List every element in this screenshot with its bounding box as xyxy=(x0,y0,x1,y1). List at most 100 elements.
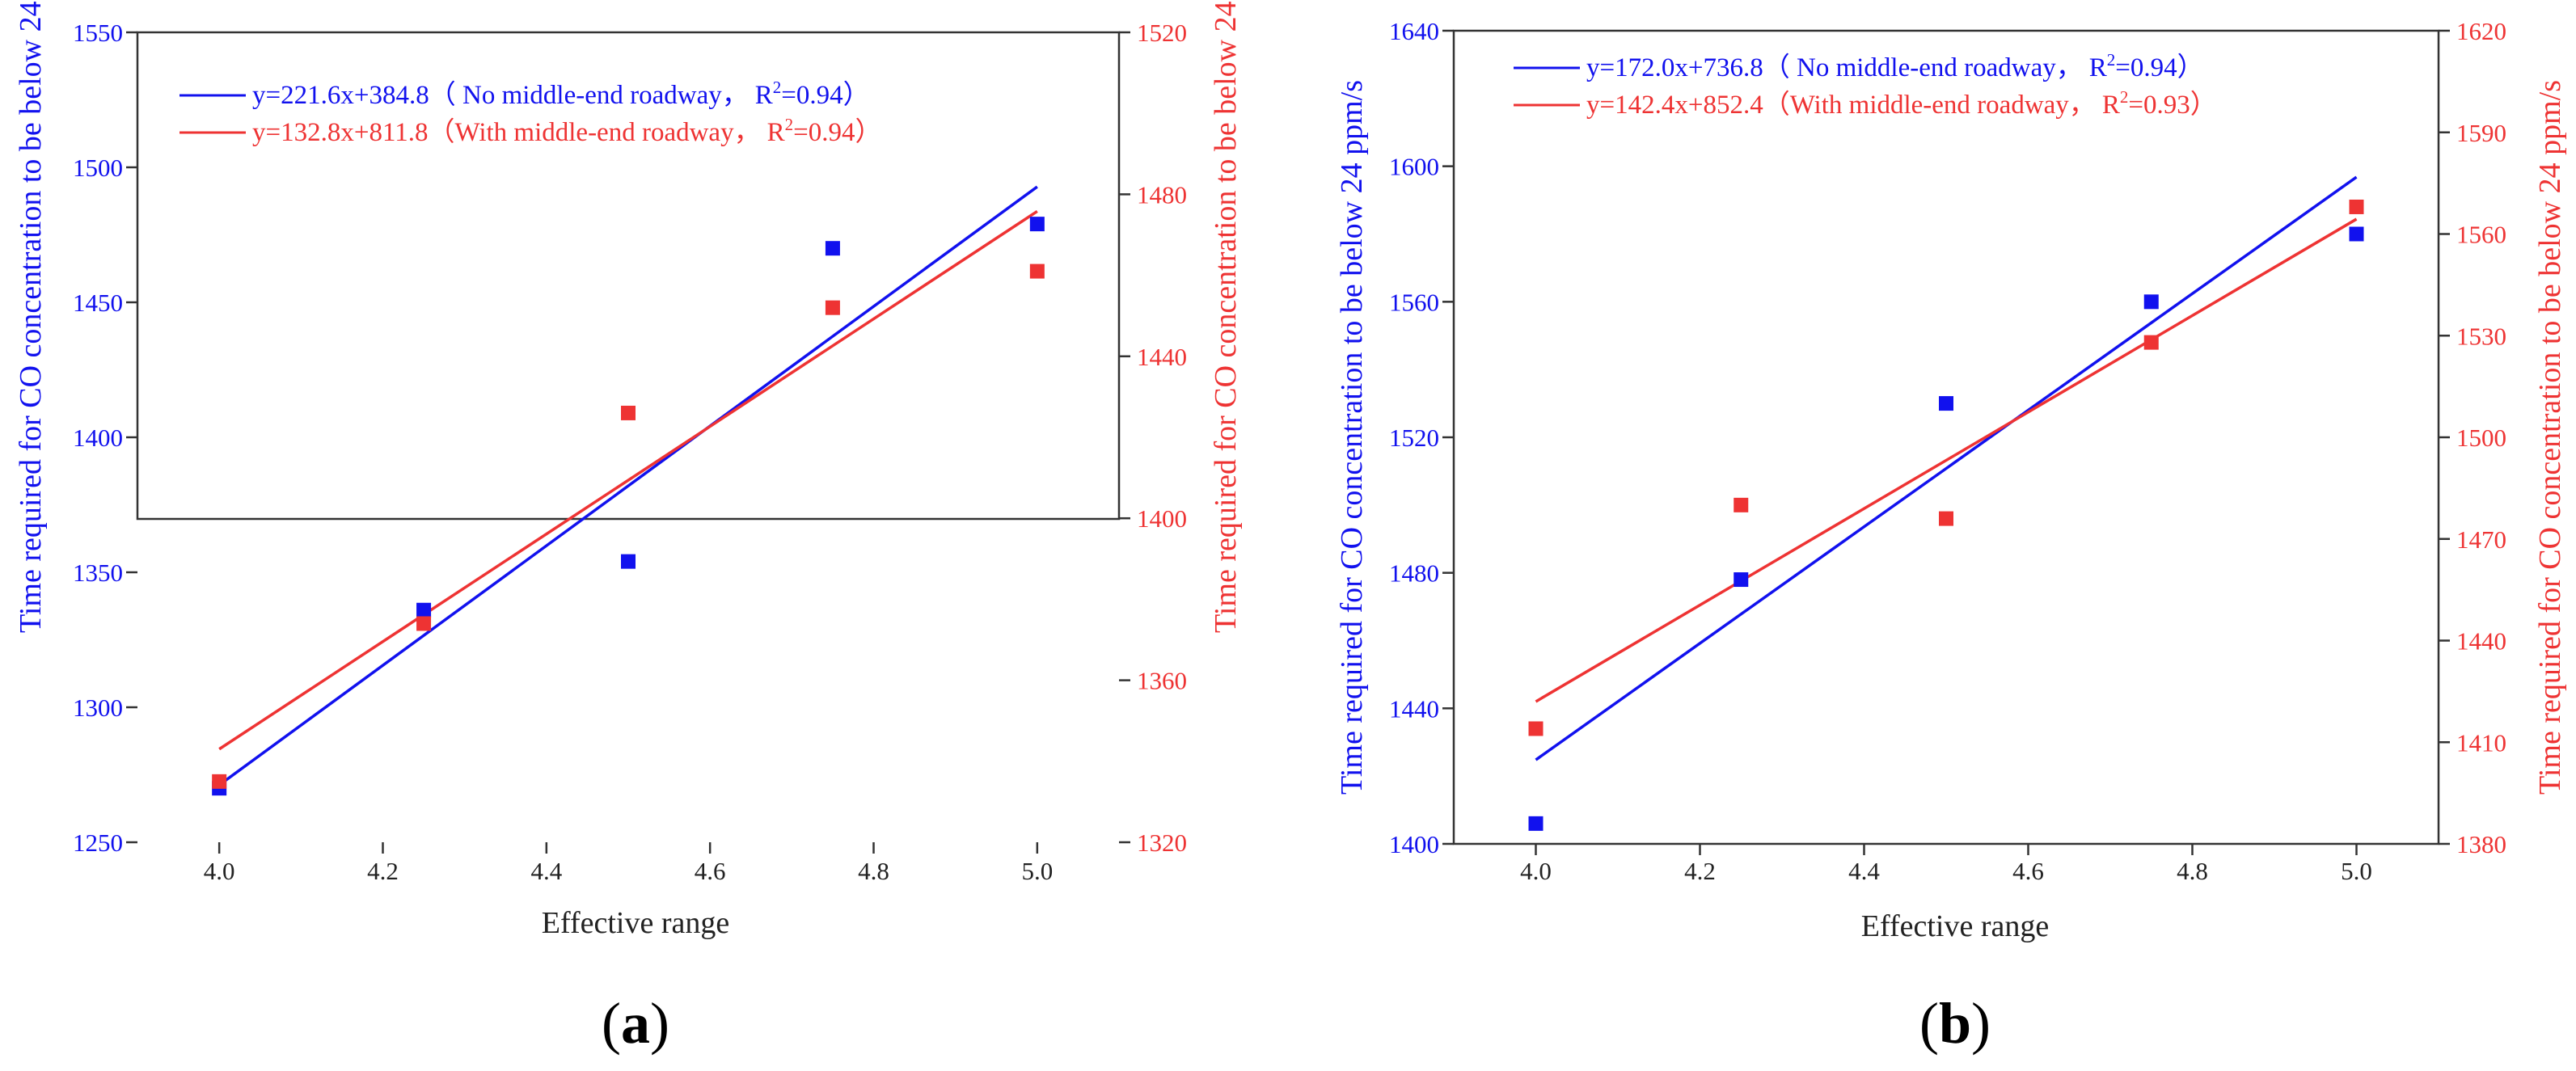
panel-b-legend-blue-r2: =0.94） xyxy=(2115,53,2203,82)
panel-b-legend-blue-text: y=172.0x+736.8（ No middle-end roadway， R2… xyxy=(1586,50,2204,82)
panel-a-legend-blue-eq: y=221.6x+384.8 xyxy=(252,81,429,110)
panel-a-chart: 4.0 4.2 4.4 4.6 4.8 5.0 125013001350140014501… xyxy=(14,0,1243,1056)
panel-a-y-left-label: Time required for CO concentration to be… xyxy=(14,0,48,633)
panel-b-x-tick-label: 5.0 xyxy=(2341,857,2372,885)
panel-b-y-right-tick-label: 1380 xyxy=(2456,830,2506,858)
panel-b-x-tick-label: 4.4 xyxy=(1848,857,1880,885)
panel-b-point-blue xyxy=(1528,816,1543,831)
panel-b-points xyxy=(1528,199,2364,831)
panel-a-y-left-tick-label: 1550 xyxy=(73,19,123,47)
panel-a-y-right-tick-label: 1320 xyxy=(1137,829,1187,857)
panel-b-x-axis-label: Effective range xyxy=(1861,909,2049,943)
panel-b-legend: y=172.0x+736.8（ No middle-end roadway， R2… xyxy=(1514,50,2217,120)
panel-a-point-red xyxy=(621,405,636,420)
panel-b-letter: b xyxy=(1939,991,1971,1056)
panel-a-legend-red-desc: （With middle-end roadway， xyxy=(429,118,761,147)
panel-a-letter: a xyxy=(621,991,650,1056)
panel-a-y-left-tick-label: 1400 xyxy=(73,424,123,452)
panel-a-y-left-ticks: 1250 1300 1350 1400 1450 1500 1550 xyxy=(73,19,137,857)
panel-b-y-left-tick-label: 1600 xyxy=(1389,153,1439,181)
panel-a-y-right-label: Time required for CO concentration to be… xyxy=(1209,0,1243,633)
panel-a-y-right-tick-label: 1400 xyxy=(1137,504,1187,533)
panel-a-point-blue xyxy=(825,241,840,256)
panel-b-y-left-tick-label: 1560 xyxy=(1389,288,1439,316)
panel-a-x-axis-label: Effective range xyxy=(542,906,729,940)
panel-b-x-tick-label: 4.8 xyxy=(2177,857,2208,885)
panel-b-y-right-ticks: 1380 1410 1440 1470 1500 1530 1560 1590 1620 xyxy=(2439,17,2506,858)
panel-a-y-right-tick-label: 1360 xyxy=(1137,667,1187,695)
panel-a-point-red xyxy=(212,774,227,789)
panel-a-x-tick-label: 4.0 xyxy=(204,857,235,885)
panel-b-legend-red-text: y=142.4x+852.4（With middle-end roadway， R… xyxy=(1586,87,2217,120)
panel-b-point-red xyxy=(1734,497,1749,512)
panel-b-point-red xyxy=(2349,199,2364,214)
panel-a-legend-blue-text: y=221.6x+384.8（ No middle-end roadway， R2… xyxy=(252,78,870,110)
panel-b-point-blue xyxy=(1734,572,1749,588)
panel-b-legend-red-r2: =0.93） xyxy=(2128,91,2216,120)
panel-b-y-right-tick-label: 1530 xyxy=(2456,322,2506,350)
panel-a-legend-blue-r2: =0.94） xyxy=(781,81,869,110)
panel-a-y-right-tick-label: 1440 xyxy=(1137,343,1187,371)
panel-a-x-ticks: 4.0 4.2 4.4 4.6 4.8 5.0 xyxy=(204,842,1053,885)
panel-b-y-right-tick-label: 1590 xyxy=(2456,119,2506,147)
panel-a-point-red xyxy=(416,616,432,631)
panel-a-point-blue xyxy=(621,554,636,569)
panel-a-legend-blue-desc: （ No middle-end roadway， xyxy=(429,81,749,110)
panel-b-point-red xyxy=(2143,335,2159,350)
panel-b-y-right-tick-label: 1560 xyxy=(2456,221,2506,249)
panel-b-x-tick-label: 4.6 xyxy=(2012,857,2044,885)
panel-a-points xyxy=(212,217,1045,796)
panel-a-point-red xyxy=(1029,264,1045,279)
panel-a-point-blue xyxy=(1029,217,1045,232)
panel-a-y-left-tick-label: 1450 xyxy=(73,289,123,317)
panel-b-x-ticks: 4.0 4.2 4.4 4.6 4.8 5.0 xyxy=(1520,844,2372,885)
panel-b-y-left-tick-label: 1480 xyxy=(1389,559,1439,588)
panel-a-legend-red-text: y=132.8x+811.8（With middle-end roadway， R… xyxy=(252,115,881,147)
panel-a-y-right-tick-label: 1480 xyxy=(1137,180,1187,209)
panel-a-y-right-ticks: 1320 1360 1400 1440 1480 1520 xyxy=(1119,19,1187,857)
panel-a-fit-lines xyxy=(218,185,1038,786)
panel-a-point-red xyxy=(825,300,840,315)
panel-a-label: (a) xyxy=(602,991,669,1056)
panel-b-point-blue xyxy=(1939,396,1953,411)
panel-b-y-right-label: Time required for CO concentration to be… xyxy=(2533,80,2567,795)
panel-b-legend-blue-eq: y=172.0x+736.8 xyxy=(1586,53,1763,82)
panel-b-fit-lines xyxy=(1535,175,2358,761)
panel-a-x-tick-label: 4.8 xyxy=(858,857,889,885)
panel-b-legend-red-desc: （With middle-end roadway， xyxy=(1763,91,2096,120)
panel-b-point-blue xyxy=(2349,226,2364,242)
panel-a-x-tick-label: 4.6 xyxy=(695,857,726,885)
panel-a-plot-area xyxy=(136,31,1121,521)
panel-b-y-left-label: Time required for CO concentration to be… xyxy=(1335,80,1369,795)
panel-a-fit-line-blue xyxy=(218,185,1038,786)
panel-a-x-tick-label: 4.2 xyxy=(367,857,399,885)
panel-b-y-left-tick-label: 1640 xyxy=(1389,17,1439,45)
panel-b-plot-area xyxy=(1452,29,2440,845)
panel-a-legend-red-eq: y=132.8x+811.8 xyxy=(252,118,429,147)
panel-a-y-left-tick-label: 1350 xyxy=(73,559,123,587)
panel-b-y-right-tick-label: 1440 xyxy=(2456,627,2506,656)
panel-b-fit-line-blue xyxy=(1535,175,2358,761)
panel-b-y-right-tick-label: 1620 xyxy=(2456,17,2506,45)
panel-b-y-right-tick-label: 1470 xyxy=(2456,525,2506,554)
panel-a-point-blue xyxy=(416,602,432,618)
panel-a-y-right-tick-label: 1520 xyxy=(1137,19,1187,47)
panel-b-legend-red-eq: y=142.4x+852.4 xyxy=(1586,91,1763,120)
panel-b-point-red xyxy=(1528,721,1543,736)
panel-b-fit-line-red xyxy=(1535,217,2358,703)
panel-b-y-left-tick-label: 1440 xyxy=(1389,694,1439,723)
panel-b-label: (b) xyxy=(1919,991,1991,1056)
panel-b-y-right-tick-label: 1500 xyxy=(2456,424,2506,452)
panel-b-y-left-ticks: 1400 1440 1480 1520 1560 1600 1640 xyxy=(1389,17,1454,858)
panel-a-x-tick-label: 4.4 xyxy=(530,857,562,885)
panel-b-x-tick-label: 4.0 xyxy=(1520,857,1552,885)
panel-b-x-tick-label: 4.2 xyxy=(1684,857,1716,885)
panel-a-legend-red-r2: =0.94） xyxy=(793,118,881,147)
panel-a-legend: y=221.6x+384.8（ No middle-end roadway， R2… xyxy=(179,78,881,147)
panel-a-y-left-tick-label: 1300 xyxy=(73,694,123,722)
panel-b-y-left-tick-label: 1520 xyxy=(1389,424,1439,452)
panel-b-chart: 4.0 4.2 4.4 4.6 4.8 5.0 140014401480152015601… xyxy=(1335,17,2567,1056)
panel-a-fit-line-red xyxy=(218,209,1038,751)
panel-b-point-red xyxy=(1939,511,1953,526)
